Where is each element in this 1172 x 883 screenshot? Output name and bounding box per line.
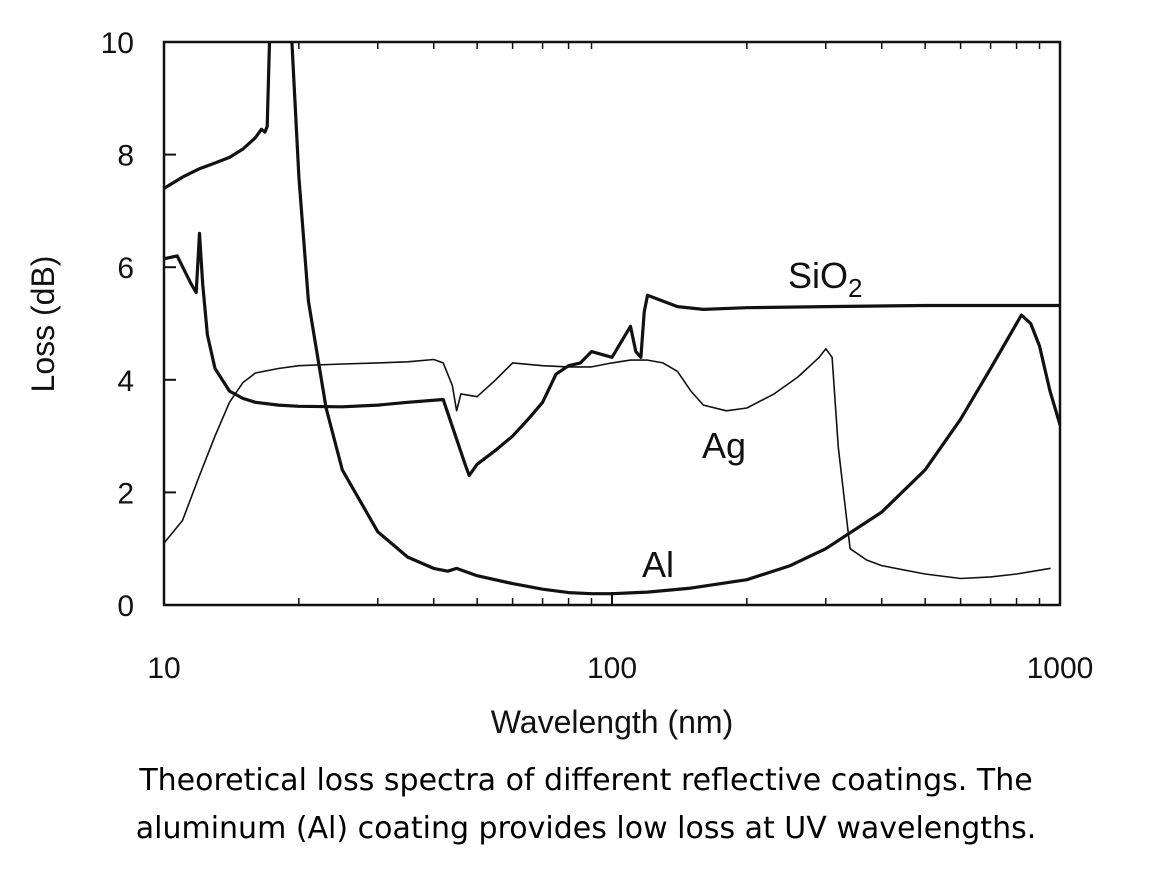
x-tick-label: 10 [147, 652, 180, 685]
series-line-al [164, 42, 1060, 596]
x-tick-label: 1000 [1027, 652, 1094, 685]
series-line-ag [164, 347, 1051, 580]
caption-line-1: Theoretical loss spectra of different re… [139, 763, 1033, 798]
y-tick-label: 4 [117, 365, 134, 398]
y-tick-label: 10 [101, 27, 134, 60]
tick-labels: 10 100 1000 0 2 4 6 8 10 [101, 27, 1094, 685]
loss-spectra-chart: 10 100 1000 0 2 4 6 8 10 Wavelength (nm) Loss (d… [25, 27, 1094, 740]
plot-frame [162, 40, 1062, 607]
figure-caption: Theoretical loss spectra of different re… [0, 757, 1172, 853]
y-tick-label: 2 [117, 477, 134, 510]
series-line-sio2 [164, 231, 1060, 478]
x-axis-title: Wavelength (nm) [491, 704, 733, 740]
caption-line-2: aluminum (Al) coating provides low loss … [135, 811, 1037, 846]
series-lines [164, 42, 1060, 596]
series-label-al: Al [642, 544, 674, 585]
series-label-ag: Ag [702, 425, 746, 466]
axis-ticks [163, 41, 1061, 606]
x-tick-label: 100 [587, 652, 637, 685]
y-tick-label: 8 [117, 140, 134, 173]
y-tick-label: 0 [117, 590, 134, 623]
y-tick-label: 6 [117, 252, 134, 285]
y-axis-title: Loss (dB) [25, 256, 61, 393]
series-label-sio2: SiO2 [788, 255, 862, 303]
